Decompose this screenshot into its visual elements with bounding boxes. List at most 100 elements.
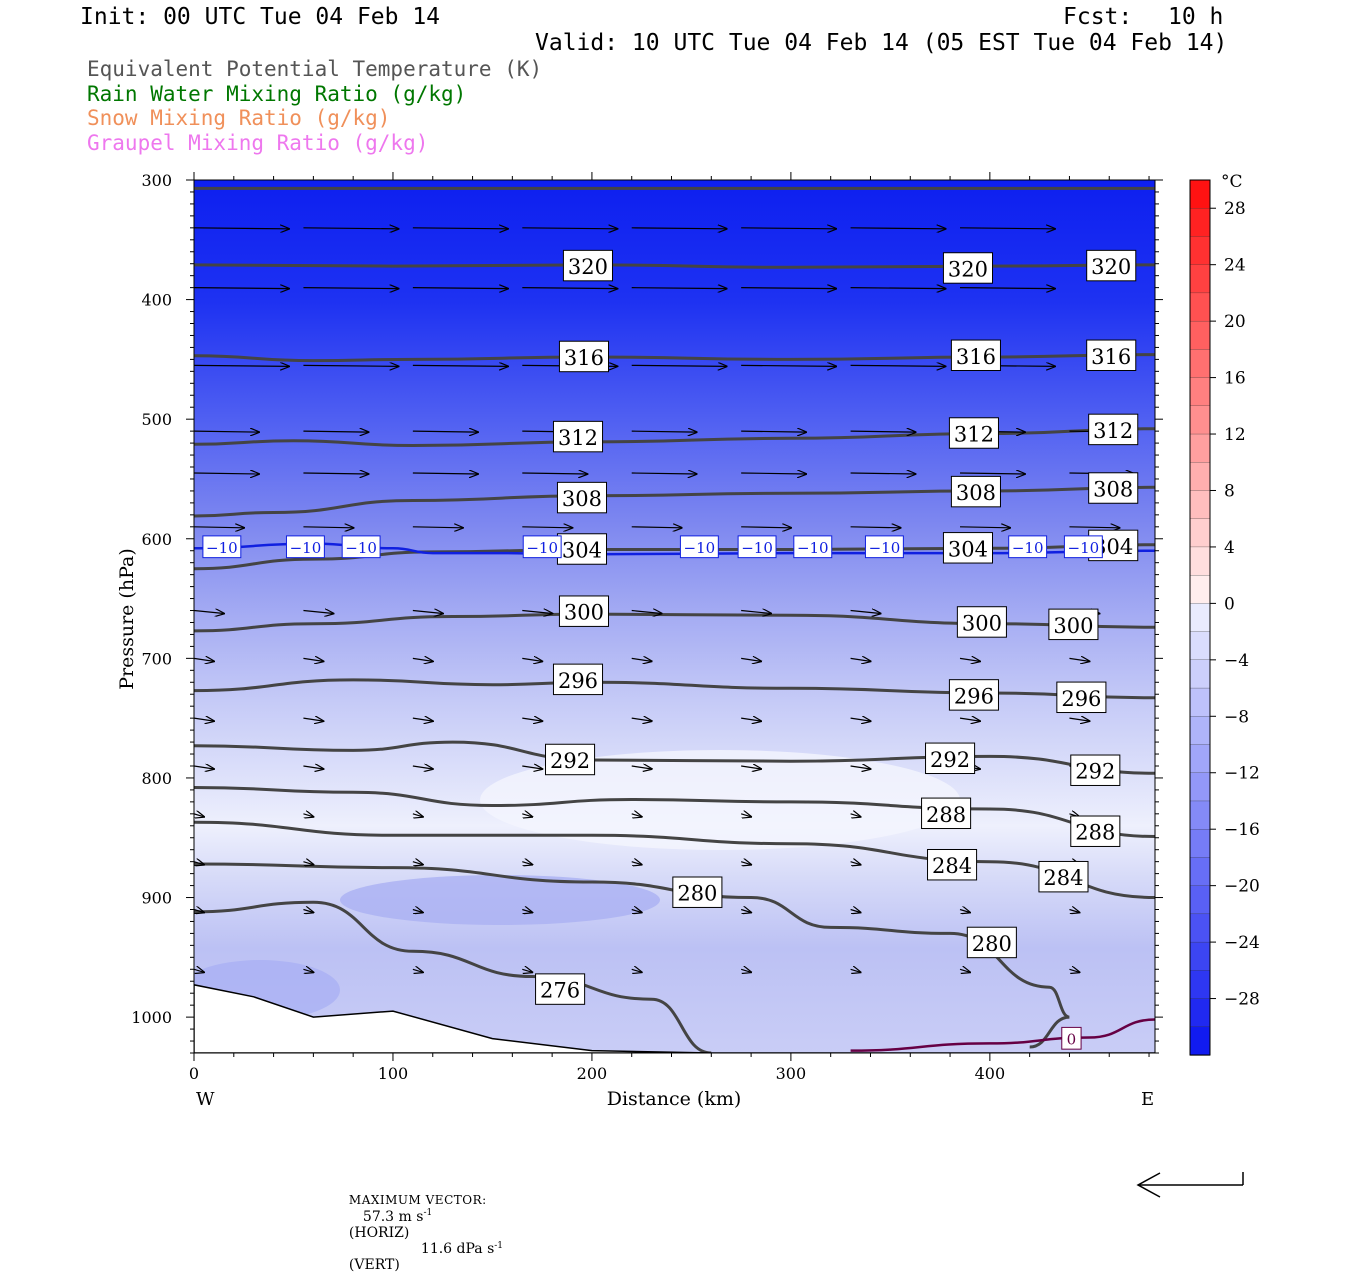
wind-vector [522,611,552,614]
wind-vector [1069,909,1079,912]
theta-e-label-box [545,743,596,776]
wind-vector [960,527,1010,528]
wind-vector [1069,718,1089,721]
theta-e-contour-280 [194,862,1070,1049]
max-vector-key-arrow [1136,1172,1244,1198]
theta-e-label-box [966,926,1017,959]
wind-vector [303,969,313,972]
theta-e-label-text: 288 [1075,821,1115,845]
isotherm-label-box [793,535,833,559]
colorbar-segment [1189,998,1211,1028]
horiz-vector-value: 57.3 m s [362,1208,424,1225]
theta-e-label: 308 [556,481,608,514]
forecast-hour: 10 h [1168,4,1224,30]
colorbar-tick-label: 28 [1224,199,1246,219]
wind-vector [1069,527,1119,528]
theta-e-label-text: 308 [956,481,996,505]
wind-vector [194,473,259,474]
wind-vector [194,365,289,366]
wind-vector [741,431,806,432]
colorbar-tick-label: 20 [1224,312,1246,332]
isotherm-label: 0 [1061,1026,1082,1050]
wind-vector [631,862,642,865]
theta-e-label-box [1070,815,1121,847]
wind-vector [960,288,1055,289]
wind-vector [303,862,313,865]
isotherm-label-text: −10 [290,539,322,557]
theta-e-label-text: 304 [948,537,988,561]
theta-e-label-text: 320 [568,255,608,279]
wind-vector [850,658,871,661]
wind-vector [412,527,463,528]
valid-time: Valid: 10 UTC Tue 04 Feb 14 (05 EST Tue … [535,30,1228,56]
wind-vector [631,718,652,721]
x-axis-label: Distance (km) [607,1088,742,1110]
colorbar-tick-label: 24 [1224,256,1246,276]
wind-vector [741,718,761,721]
theta-e-label: 316 [558,340,610,373]
colorbar-tick-label: −28 [1224,990,1260,1010]
temperature-colorbar: 28 24 20 16 12 8 4 0 −4 −8 −12 −16 −20 −24 −28 [1189,179,1260,1056]
wind-vector [741,611,771,614]
theta-e-label: 292 [925,742,976,775]
x-tick-label: 0 [189,1064,199,1083]
wind-vector [194,527,244,528]
theta-e-contour-292 [194,740,1155,775]
theta-e-label-box [1086,339,1137,371]
theta-e-label-text: 292 [1075,760,1115,784]
x-tick-label: 100 [378,1064,409,1083]
axis-titles: Distance (km) Pressure (hPa) W E [116,548,1154,1110]
isotherm-label-box [1063,535,1103,559]
isotherm-label: −10 [285,535,325,559]
wind-vector [522,862,532,865]
wind-vector [194,611,224,614]
wind-vector [412,431,478,432]
colorbar-segment [1189,687,1211,717]
max-vector-label: MAXIMUM VECTOR: [348,1193,487,1207]
wind-vector [631,527,682,528]
colorbar-segment [1189,659,1211,689]
wind-vector [194,766,214,769]
theta-e-contour-288 [194,786,1155,838]
colorbar-tick-label: 4 [1224,538,1235,558]
theta-e-label: 316 [950,339,1001,371]
x-end-label-east: E [1141,1089,1154,1110]
colorbar-tick-label: 12 [1224,425,1246,445]
theta-e-label: 292 [1070,754,1121,786]
theta-e-label-text: 308 [1093,478,1133,502]
wind-vector [631,814,642,817]
theta-e-label-box [921,797,972,830]
colorbar-segment [1189,800,1211,830]
wind-vector [303,658,323,661]
theta-e-label-text: 304 [562,539,602,563]
legend-graupel: Graupel Mixing Ratio (g/kg) [87,131,429,155]
theta-e-label: 284 [1038,860,1089,893]
colorbar-segment [1189,236,1211,266]
colorbar-segment [1189,829,1211,859]
wind-vector [303,365,398,366]
wind-vector [412,969,423,972]
isotherm-label-box [341,535,381,559]
wind-vector [303,909,313,912]
wind-vector [850,909,861,912]
isotherm-label: −10 [679,535,719,559]
wind-vector [850,228,946,229]
init-time: Init: 00 UTC Tue 04 Feb 14 [80,4,441,30]
colorbar-unit: °C [1221,172,1243,192]
wind-vector [959,969,970,972]
plot-background [194,180,1155,1053]
y-tick-label: 500 [141,410,172,429]
isotherm-label-box [202,535,242,559]
colorbar-tick-label: −8 [1224,707,1249,727]
wind-vector [850,431,916,432]
wind-vector [740,969,751,972]
wind-vector [1069,969,1079,972]
wind-vector [303,431,368,432]
wind-vector [303,611,333,614]
wind-vector [631,658,652,661]
wind-vector [741,766,761,769]
colorbar-segment [1189,179,1211,209]
wind-vector [522,969,532,972]
wind-vector [960,473,1025,474]
theta-e-label: 312 [948,417,999,449]
